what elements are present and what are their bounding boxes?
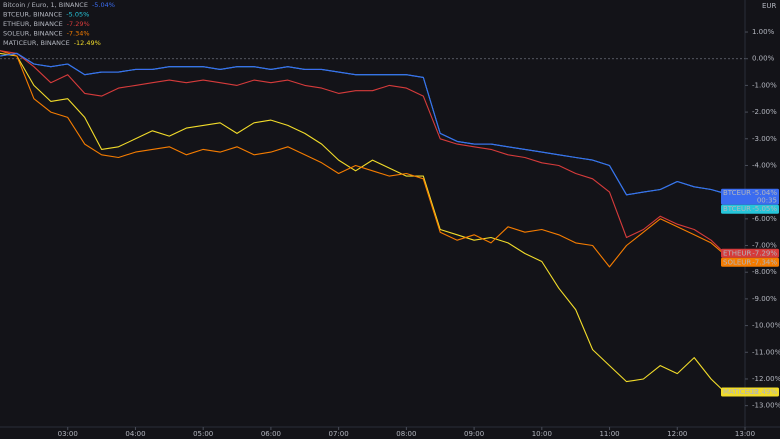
x-tick-label: 06:00 [261,430,281,438]
legend-entry: MATICEUR, BINANCE -12.49% [3,39,101,47]
legend-value: -7.34% [67,30,90,38]
y-tick-label: -12.00% [752,375,780,383]
x-tick-label: 04:00 [125,430,145,438]
y-tick-label: -7.00% [752,242,777,250]
price-tag: BTCEUR -5.05% [721,204,779,214]
legend: Bitcoin / Euro, 1, BINANCE -5.04%BTCEUR, … [3,1,115,47]
price-tag: BTCEUR -5.04%00:35 [721,188,779,205]
x-tick-label: 05:00 [193,430,213,438]
x-tick-label: 12:00 [667,430,687,438]
x-tick-label: 03:00 [58,430,78,438]
legend-name: SOLEUR, BINANCE [3,30,63,38]
price-tag-box [721,387,779,397]
countdown: 00:35 [757,197,777,205]
price-tag: ETHEUR -7.29% [721,248,779,258]
series-line [0,50,726,254]
x-tick-label: 10:00 [532,430,552,438]
legend-entry: Bitcoin / Euro, 1, BINANCE -5.04% [3,1,115,9]
legend-entry: BTCEUR, BINANCE -5.05% [3,11,89,19]
y-tick-label: -11.00% [752,348,780,356]
price-tag-value: -5.05% [752,205,777,213]
legend-value: -12.49% [74,39,101,47]
x-tick-label: 11:00 [599,430,619,438]
legend-value: -5.04% [92,1,115,9]
price-tag-value: -5.04% [752,189,777,197]
legend-name: BTCEUR, BINANCE [3,11,62,19]
y-tick-label: 1.00% [752,28,775,36]
legend-name: ETHEUR, BINANCE [3,20,63,28]
price-tag-ticker: ETHEUR [723,249,752,257]
price-tag-box [721,257,779,267]
price-tag-value: -7.29% [752,249,777,257]
legend-entry: ETHEUR, BINANCE -7.29% [3,20,90,28]
price-tag-box [721,204,779,214]
price-tag: SOLEUR -7.34% [721,257,779,267]
price-tag-ticker: SOLEUR [723,258,751,266]
legend-name: Bitcoin / Euro, 1, BINANCE [3,1,88,9]
series-line [0,52,725,196]
legend-entry: SOLEUR, BINANCE -7.34% [3,30,90,38]
x-tick-label: 13:00 [735,430,755,438]
y-tick-label: -10.00% [752,322,780,330]
price-tag-ticker: BTCEUR [723,189,751,197]
y-tick-label: -4.00% [752,161,777,169]
y-axis-unit: EUR [762,2,777,10]
y-tick-label: -6.00% [752,215,777,223]
price-tag-ticker: BTCEUR [723,205,751,213]
y-tick-label: -9.00% [752,295,777,303]
price-tag-value: -7.34% [752,258,777,266]
y-tick-label: 0.00% [752,55,775,63]
y-tick-label: -8.00% [752,268,777,276]
series-line [0,50,726,268]
x-tick-label: 07:00 [329,430,349,438]
series-line [0,52,726,393]
legend-value: -5.05% [66,11,89,19]
legend-name: MATICEUR, BINANCE [3,39,70,47]
legend-value: -7.29% [67,20,90,28]
price-tag: MATICEUR-12.49% [721,387,779,397]
y-tick-label: -1.00% [752,81,777,89]
y-tick-label: -2.00% [752,108,777,116]
y-tick-label: -13.00% [752,402,780,410]
x-tick-label: 08:00 [396,430,416,438]
price-tag-value: -12.49% [748,388,778,396]
price-tag-box [721,248,779,258]
price-tag-ticker: MATICEUR [723,388,759,396]
x-tick-label: 09:00 [464,430,484,438]
price-tag-box [721,188,779,205]
y-tick-label: -3.00% [752,135,777,143]
